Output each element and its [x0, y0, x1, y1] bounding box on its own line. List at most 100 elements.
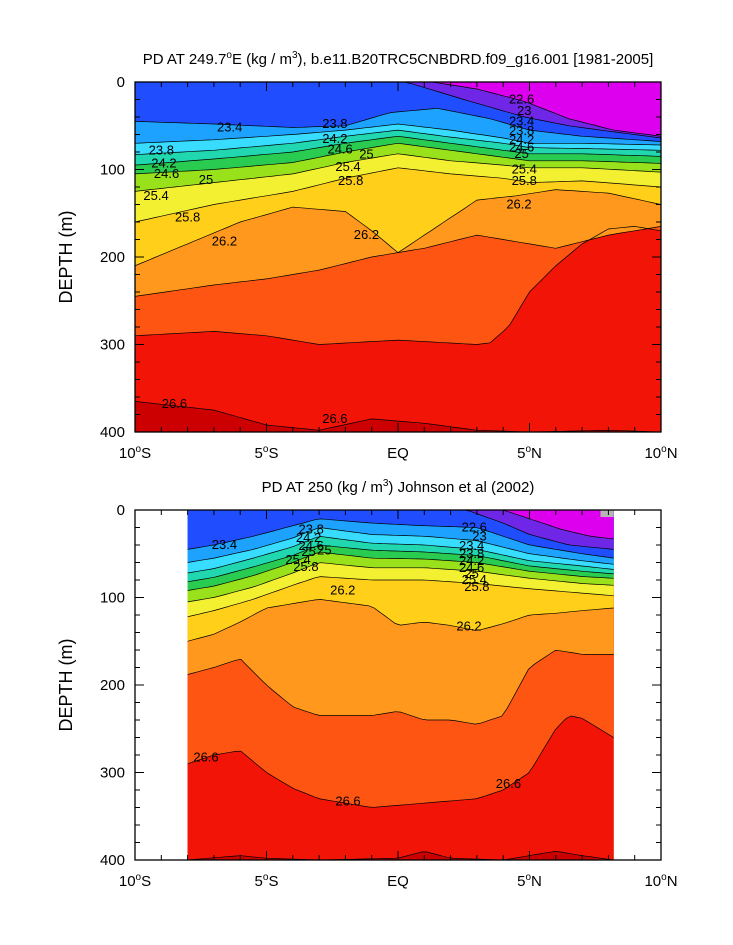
- title-suffix: ), b.e11.B20TRC5CNBDRD.f09_g16.001 [1981…: [298, 51, 654, 68]
- contour-label: 25.4: [285, 552, 310, 567]
- axis-ticks: 0 100 200 300 400 10oS 5oS EQ 5oN 10oN: [100, 74, 678, 462]
- contour-label: 25: [199, 172, 213, 187]
- title-prefix: PD AT 249.7: [143, 51, 227, 68]
- contour-label: 26.2: [330, 583, 355, 598]
- contour-label: 23.4: [509, 113, 534, 128]
- contour-lines: [135, 82, 661, 432]
- x-tick-label: 5oS: [255, 444, 279, 462]
- isoline: [187, 510, 614, 550]
- isoline: [135, 82, 661, 139]
- contour-label: 24.2: [151, 155, 176, 170]
- panel-model: PD AT 249.7oE (kg / m3), b.e11.B20TRC5CN…: [56, 50, 678, 462]
- contour-label: 26.6: [496, 776, 521, 791]
- y-tick-label: 0: [117, 502, 125, 519]
- title-prefix: PD AT 250 (kg / m: [262, 479, 383, 496]
- isoline: [135, 123, 661, 146]
- contour-label: 25.8: [464, 579, 489, 594]
- title-mid: E (kg / m: [232, 51, 292, 68]
- isoline: [187, 715, 614, 808]
- y-tick-label: 100: [100, 162, 125, 179]
- isoline: [187, 527, 614, 565]
- isoline: [187, 851, 614, 860]
- contour-label: 24.2: [459, 553, 484, 568]
- contour-label: 26.6: [322, 411, 347, 426]
- y-tick-label: 200: [100, 249, 125, 266]
- contour-label: 25: [359, 147, 373, 162]
- y-tick-label: 300: [100, 337, 125, 354]
- isoline: [135, 135, 661, 166]
- contour-label: 26.6: [162, 396, 187, 411]
- contour-label: 25: [317, 542, 331, 557]
- contour-label: 25: [464, 566, 478, 581]
- isoline: [187, 599, 614, 642]
- contour-band: [187, 510, 614, 550]
- isoline: [187, 518, 614, 559]
- contour-label: 25.4: [512, 162, 537, 177]
- contour-label: 22.6: [462, 520, 487, 535]
- panel-title: PD AT 249.7oE (kg / m3), b.e11.B20TRC5CN…: [143, 50, 654, 68]
- y-tick-label: 400: [100, 424, 125, 441]
- contour-fill: [187, 510, 614, 860]
- x-tick-label: 5oS: [255, 872, 279, 890]
- contour-label: 25.8: [293, 559, 318, 574]
- contour-label: 23.8: [299, 521, 324, 536]
- contour-label: 25.4: [462, 572, 487, 587]
- x-tick-label: 5oN: [517, 872, 542, 890]
- contour-label: 23.4: [459, 538, 484, 553]
- x-tick-label: EQ: [387, 445, 409, 462]
- isoline: [187, 544, 614, 583]
- contour-label: 22.6: [509, 92, 534, 107]
- title-superscript: 3: [383, 478, 389, 489]
- contour-label: 23.4: [212, 537, 237, 552]
- title-degree: o: [226, 50, 232, 61]
- x-tick-label: 10oS: [119, 872, 151, 890]
- isoline: [187, 536, 614, 574]
- x-tick-label: 10oN: [644, 444, 677, 462]
- contour-label: 23: [472, 528, 486, 543]
- contour-label: 23.8: [322, 116, 347, 131]
- y-tick-label: 300: [100, 765, 125, 782]
- contour-label: 23.8: [509, 123, 534, 138]
- x-tick-label: 5oN: [517, 444, 542, 462]
- contour-label: 26.6: [193, 750, 218, 765]
- contour-label: 25.8: [512, 173, 537, 188]
- isoline: [135, 226, 661, 297]
- contour-label: 24.6: [327, 141, 352, 156]
- contour-label: 26.2: [506, 197, 531, 212]
- contour-label: 26.2: [456, 618, 481, 633]
- isoline: [187, 551, 614, 591]
- contour-label: 24.6: [459, 560, 484, 575]
- contour-label: 25.4: [335, 159, 360, 174]
- contour-label: 23.4: [217, 120, 242, 135]
- x-tick-label: EQ: [387, 873, 409, 890]
- contour-label: 25.4: [143, 188, 168, 203]
- contour-label: 23.8: [149, 142, 174, 157]
- title-suffix: ) Johnson et al (2002): [388, 479, 534, 496]
- isoline: [135, 167, 661, 223]
- contour-label: 25: [301, 544, 315, 559]
- contour-label: 24.6: [154, 166, 179, 181]
- axis-ticks: 0 100 200 300 400 10oS 5oS EQ 5oN 10oN: [100, 502, 678, 890]
- isoline: [187, 510, 614, 540]
- y-axis-label: DEPTH (m): [56, 639, 76, 732]
- contour-label: 23: [517, 103, 531, 118]
- contour-band: [187, 510, 614, 539]
- isoline: [135, 142, 661, 175]
- contour-label: 25: [514, 146, 528, 161]
- y-tick-label: 200: [100, 677, 125, 694]
- contour-label: 26.2: [212, 233, 237, 248]
- contour-band: [135, 82, 661, 137]
- contour-label: 24.2: [322, 131, 347, 146]
- contour-label: 24.6: [509, 140, 534, 155]
- isoline: [187, 576, 614, 618]
- contour-lines: [187, 510, 614, 860]
- contour-labels: 23.423.824.224.625 2525.425.826.222.62323…: [193, 520, 521, 809]
- isoline: [135, 226, 661, 345]
- panel-observations: PD AT 250 (kg / m3) Johnson et al (2002)…: [56, 478, 678, 890]
- contour-label: 24.2: [509, 132, 534, 147]
- isoline: [135, 82, 661, 137]
- contour-label: 23.8: [459, 546, 484, 561]
- contour-label: 26.2: [354, 227, 379, 242]
